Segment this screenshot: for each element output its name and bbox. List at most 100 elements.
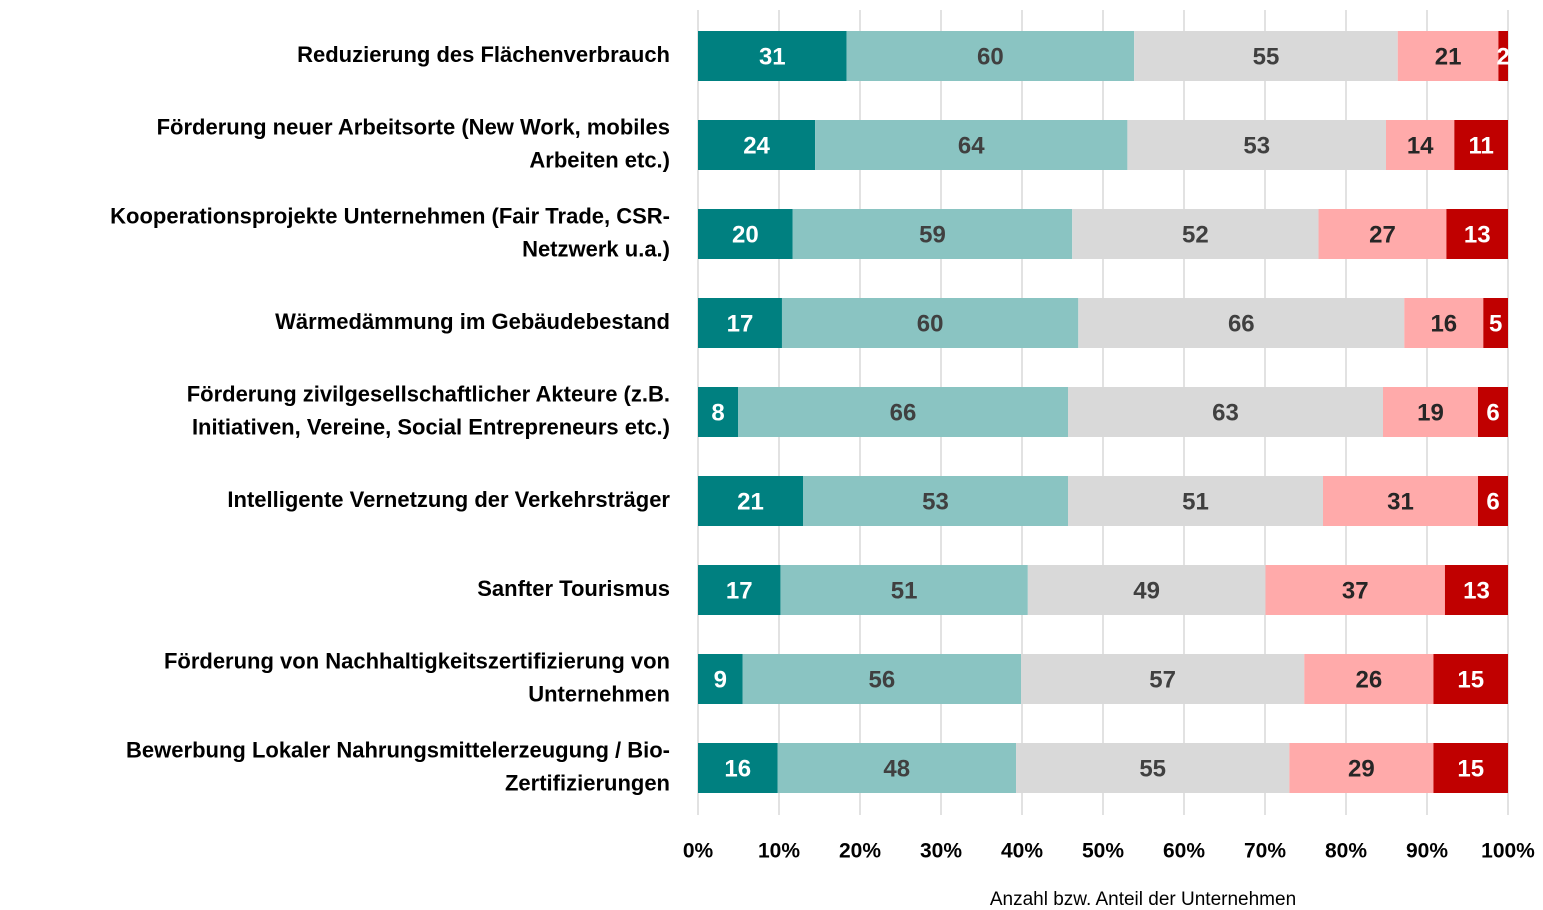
category-label: Wärmedämmung im Gebäudebestand: [275, 309, 670, 334]
data-label: 9: [714, 666, 727, 693]
data-label: 37: [1342, 577, 1369, 604]
data-label: 53: [1243, 132, 1270, 159]
data-label: 55: [1139, 755, 1166, 782]
bar-segment: [698, 120, 816, 170]
data-label: 51: [891, 577, 918, 604]
data-label: 17: [726, 577, 753, 604]
data-label: 31: [1387, 488, 1414, 515]
data-label: 59: [919, 221, 946, 248]
bar-segment: [698, 565, 781, 615]
data-label: 60: [917, 310, 944, 337]
bar-segment: [742, 654, 1022, 704]
bar-segment: [1021, 654, 1305, 704]
data-label: 15: [1457, 755, 1484, 782]
data-label: 19: [1417, 399, 1444, 426]
bar-segment: [1318, 209, 1447, 259]
bar-segment: [1397, 31, 1499, 81]
bar-segment: [1078, 298, 1405, 348]
bar-segment: [815, 120, 1128, 170]
data-label: 60: [977, 43, 1004, 70]
bar-segment: [1454, 120, 1508, 170]
category-label: Intelligente Vernetzung der Verkehrsträg…: [227, 487, 670, 512]
x-tick-label: 80%: [1325, 840, 1367, 863]
bar-segment: [1404, 298, 1484, 348]
data-label: 21: [737, 488, 764, 515]
data-label: 17: [727, 310, 754, 337]
data-label: 53: [922, 488, 949, 515]
data-label: 63: [1212, 399, 1239, 426]
x-tick-label: 70%: [1244, 840, 1286, 863]
bar-segment: [1323, 476, 1478, 526]
bar-segment: [1068, 476, 1323, 526]
category-label: Kooperationsprojekte Unternehmen (Fair T…: [110, 203, 670, 228]
category-label: Förderung zivilgesellschaftlicher Akteur…: [187, 381, 670, 406]
data-label: 8: [711, 399, 724, 426]
x-tick-label: 30%: [920, 840, 962, 863]
data-label: 14: [1407, 132, 1434, 159]
data-label: 6: [1486, 399, 1499, 426]
x-tick-label: 20%: [839, 840, 881, 863]
bar-segment: [1386, 120, 1455, 170]
bar-segment: [698, 654, 743, 704]
data-label: 48: [883, 755, 910, 782]
data-label: 11: [1468, 132, 1493, 159]
bar-segment: [698, 387, 738, 437]
x-tick-label: 100%: [1481, 840, 1535, 863]
bar-segment: [1027, 565, 1266, 615]
x-tick-label: 50%: [1082, 840, 1124, 863]
data-label: 29: [1348, 755, 1375, 782]
data-label: 13: [1464, 221, 1491, 248]
data-label: 57: [1149, 666, 1176, 693]
data-label: 6: [1486, 488, 1499, 515]
data-label: 24: [743, 132, 770, 159]
data-label: 51: [1182, 488, 1209, 515]
bar-segment: [698, 476, 803, 526]
bar-segment: [780, 565, 1028, 615]
bar-segment: [1446, 209, 1508, 259]
category-label: Bewerbung Lokaler Nahrungsmittelerzeugun…: [126, 737, 670, 762]
bar-segment: [1483, 298, 1508, 348]
data-label: 52: [1182, 221, 1209, 248]
bar-segment: [1433, 654, 1508, 704]
bar-segment: [1289, 743, 1434, 793]
bar-segment: [1433, 743, 1508, 793]
bar-segment: [738, 387, 1068, 437]
x-tick-label: 90%: [1406, 840, 1448, 863]
category-label: Sanfter Tourismus: [477, 576, 670, 601]
bar-segment: [1304, 654, 1434, 704]
data-label: 31: [759, 43, 786, 70]
data-label: 66: [1228, 310, 1255, 337]
category-label: Förderung von Nachhaltigkeitszertifizier…: [164, 648, 670, 673]
data-label: 66: [890, 399, 917, 426]
data-label: 20: [732, 221, 759, 248]
data-label: 26: [1356, 666, 1383, 693]
bar-segment: [1068, 387, 1383, 437]
x-tick-label: 0%: [683, 840, 714, 863]
data-label: 16: [1430, 310, 1457, 337]
bar-segment: [846, 31, 1135, 81]
bar-segment: [1444, 565, 1508, 615]
x-axis-label: Anzahl bzw. Anteil der Unternehmen: [990, 889, 1296, 910]
data-label: 21: [1435, 43, 1462, 70]
category-label: Netzwerk u.a.): [522, 236, 670, 261]
bar-segment: [1072, 209, 1319, 259]
x-tick-label: 10%: [758, 840, 800, 863]
category-label: Förderung neuer Arbeitsorte (New Work, m…: [157, 114, 670, 139]
data-label: 13: [1463, 577, 1490, 604]
data-label: 15: [1457, 666, 1484, 693]
bar-segment: [1265, 565, 1445, 615]
x-tick-label: 40%: [1001, 840, 1043, 863]
bar-segment: [1478, 387, 1508, 437]
bar-segment: [1134, 31, 1398, 81]
category-label: Reduzierung des Flächenverbrauch: [297, 42, 670, 67]
bar-segment: [803, 476, 1068, 526]
data-label: 64: [958, 132, 985, 159]
bar-segment: [1016, 743, 1290, 793]
bar-segment: [1498, 31, 1508, 81]
data-label: 5: [1489, 310, 1502, 337]
data-label: 16: [724, 755, 751, 782]
data-label: 55: [1253, 43, 1280, 70]
data-label: 56: [869, 666, 896, 693]
bar-segment: [698, 298, 782, 348]
